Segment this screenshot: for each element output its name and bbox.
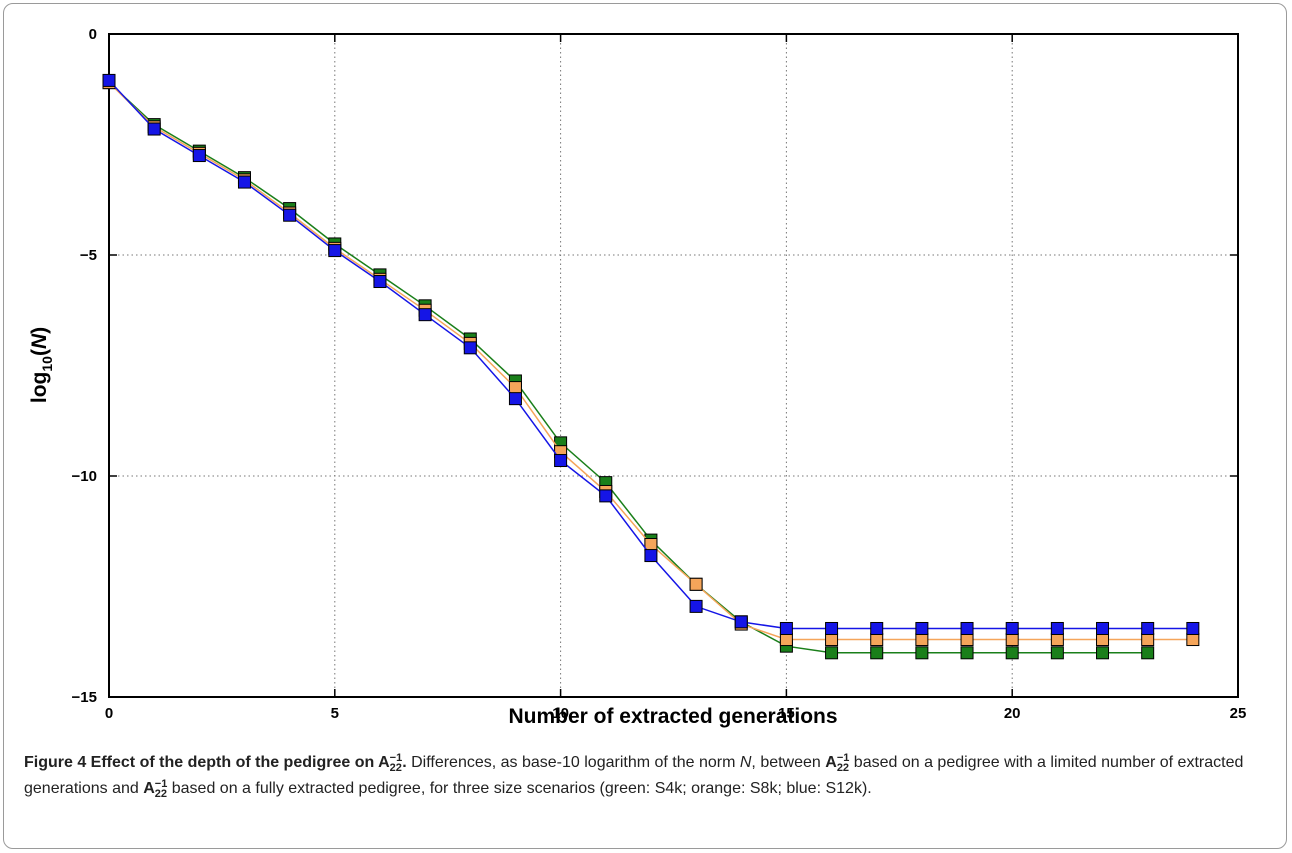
data-point [825, 633, 839, 647]
data-point [1005, 646, 1019, 660]
data-point [1096, 646, 1110, 660]
data-point [1141, 621, 1155, 635]
y-axis-label: log10(N) [28, 327, 55, 403]
data-point [463, 341, 477, 355]
data-point [734, 615, 748, 629]
x-tick-label: 10 [552, 705, 569, 722]
data-point [418, 308, 432, 322]
data-point [283, 208, 297, 222]
data-point [1096, 621, 1110, 635]
data-point [1096, 633, 1110, 647]
caption-title: Effect of the depth of the pedigree on [86, 754, 379, 771]
series-line [108, 82, 1148, 654]
axis-ticks: 0 5 10 15 20 25 0 −5 −10 −15 [72, 26, 1247, 722]
data-point [689, 577, 703, 591]
caption-figure-label: Figure 4 [24, 754, 87, 771]
data-point [779, 621, 793, 635]
data-point [1050, 621, 1064, 635]
data-point [779, 633, 793, 647]
chart: 0 5 10 15 20 25 0 −5 −10 −15 Number of extracted … [28, 26, 1247, 728]
data-point [870, 646, 884, 660]
data-point [1141, 633, 1155, 647]
data-point [147, 122, 161, 136]
series-0 [102, 76, 1155, 660]
y-tick-label: −15 [72, 689, 97, 706]
y-tick-label: 0 [89, 26, 97, 43]
series-2 [102, 73, 1200, 635]
data-point [960, 621, 974, 635]
data-point [554, 454, 568, 468]
data-point [1050, 646, 1064, 660]
data-point [1050, 633, 1064, 647]
data-point [644, 538, 658, 552]
data-point [102, 73, 116, 87]
data-point [825, 621, 839, 635]
x-tick-label: 15 [778, 705, 795, 722]
data-point [508, 392, 522, 406]
caption-norm-var: N [739, 754, 752, 771]
data-point [1186, 633, 1200, 647]
data-point [915, 633, 929, 647]
data-point [915, 621, 929, 635]
data-point [870, 621, 884, 635]
x-tick-label: 0 [105, 705, 113, 722]
data-point [599, 489, 613, 503]
x-tick-label: 5 [331, 705, 339, 722]
data-point [825, 646, 839, 660]
data-point [1141, 646, 1155, 660]
data-point [870, 633, 884, 647]
figure-caption: Figure 4 Effect of the depth of the pedi… [24, 752, 1244, 800]
data-point [689, 599, 703, 613]
data-point [1186, 621, 1200, 635]
x-axis-label: Number of extracted generations [508, 705, 837, 728]
matrix-symbol: A −1 22 [378, 752, 403, 774]
data-point [915, 646, 929, 660]
data-point [1005, 621, 1019, 635]
data-point [237, 175, 251, 189]
y-tick-label: −5 [80, 247, 97, 264]
matrix-symbol: A −1 22 [825, 752, 850, 774]
caption-text: Differences, as base-10 logarithm of the… [406, 754, 740, 771]
data-point [508, 381, 522, 395]
data-point [192, 149, 206, 163]
figure-frame [3, 3, 1287, 849]
grid [109, 34, 1238, 697]
y-tick-label: −10 [72, 468, 97, 485]
data-point [1005, 633, 1019, 647]
data-point [644, 549, 658, 563]
data-point [960, 646, 974, 660]
plot-area-border [108, 33, 1239, 698]
data-point [328, 244, 342, 258]
x-tick-label: 20 [1004, 705, 1021, 722]
data-point [960, 633, 974, 647]
series-layer [102, 73, 1200, 660]
matrix-symbol: A −1 22 [143, 778, 168, 800]
data-point [373, 275, 387, 289]
x-tick-label: 25 [1230, 705, 1247, 722]
